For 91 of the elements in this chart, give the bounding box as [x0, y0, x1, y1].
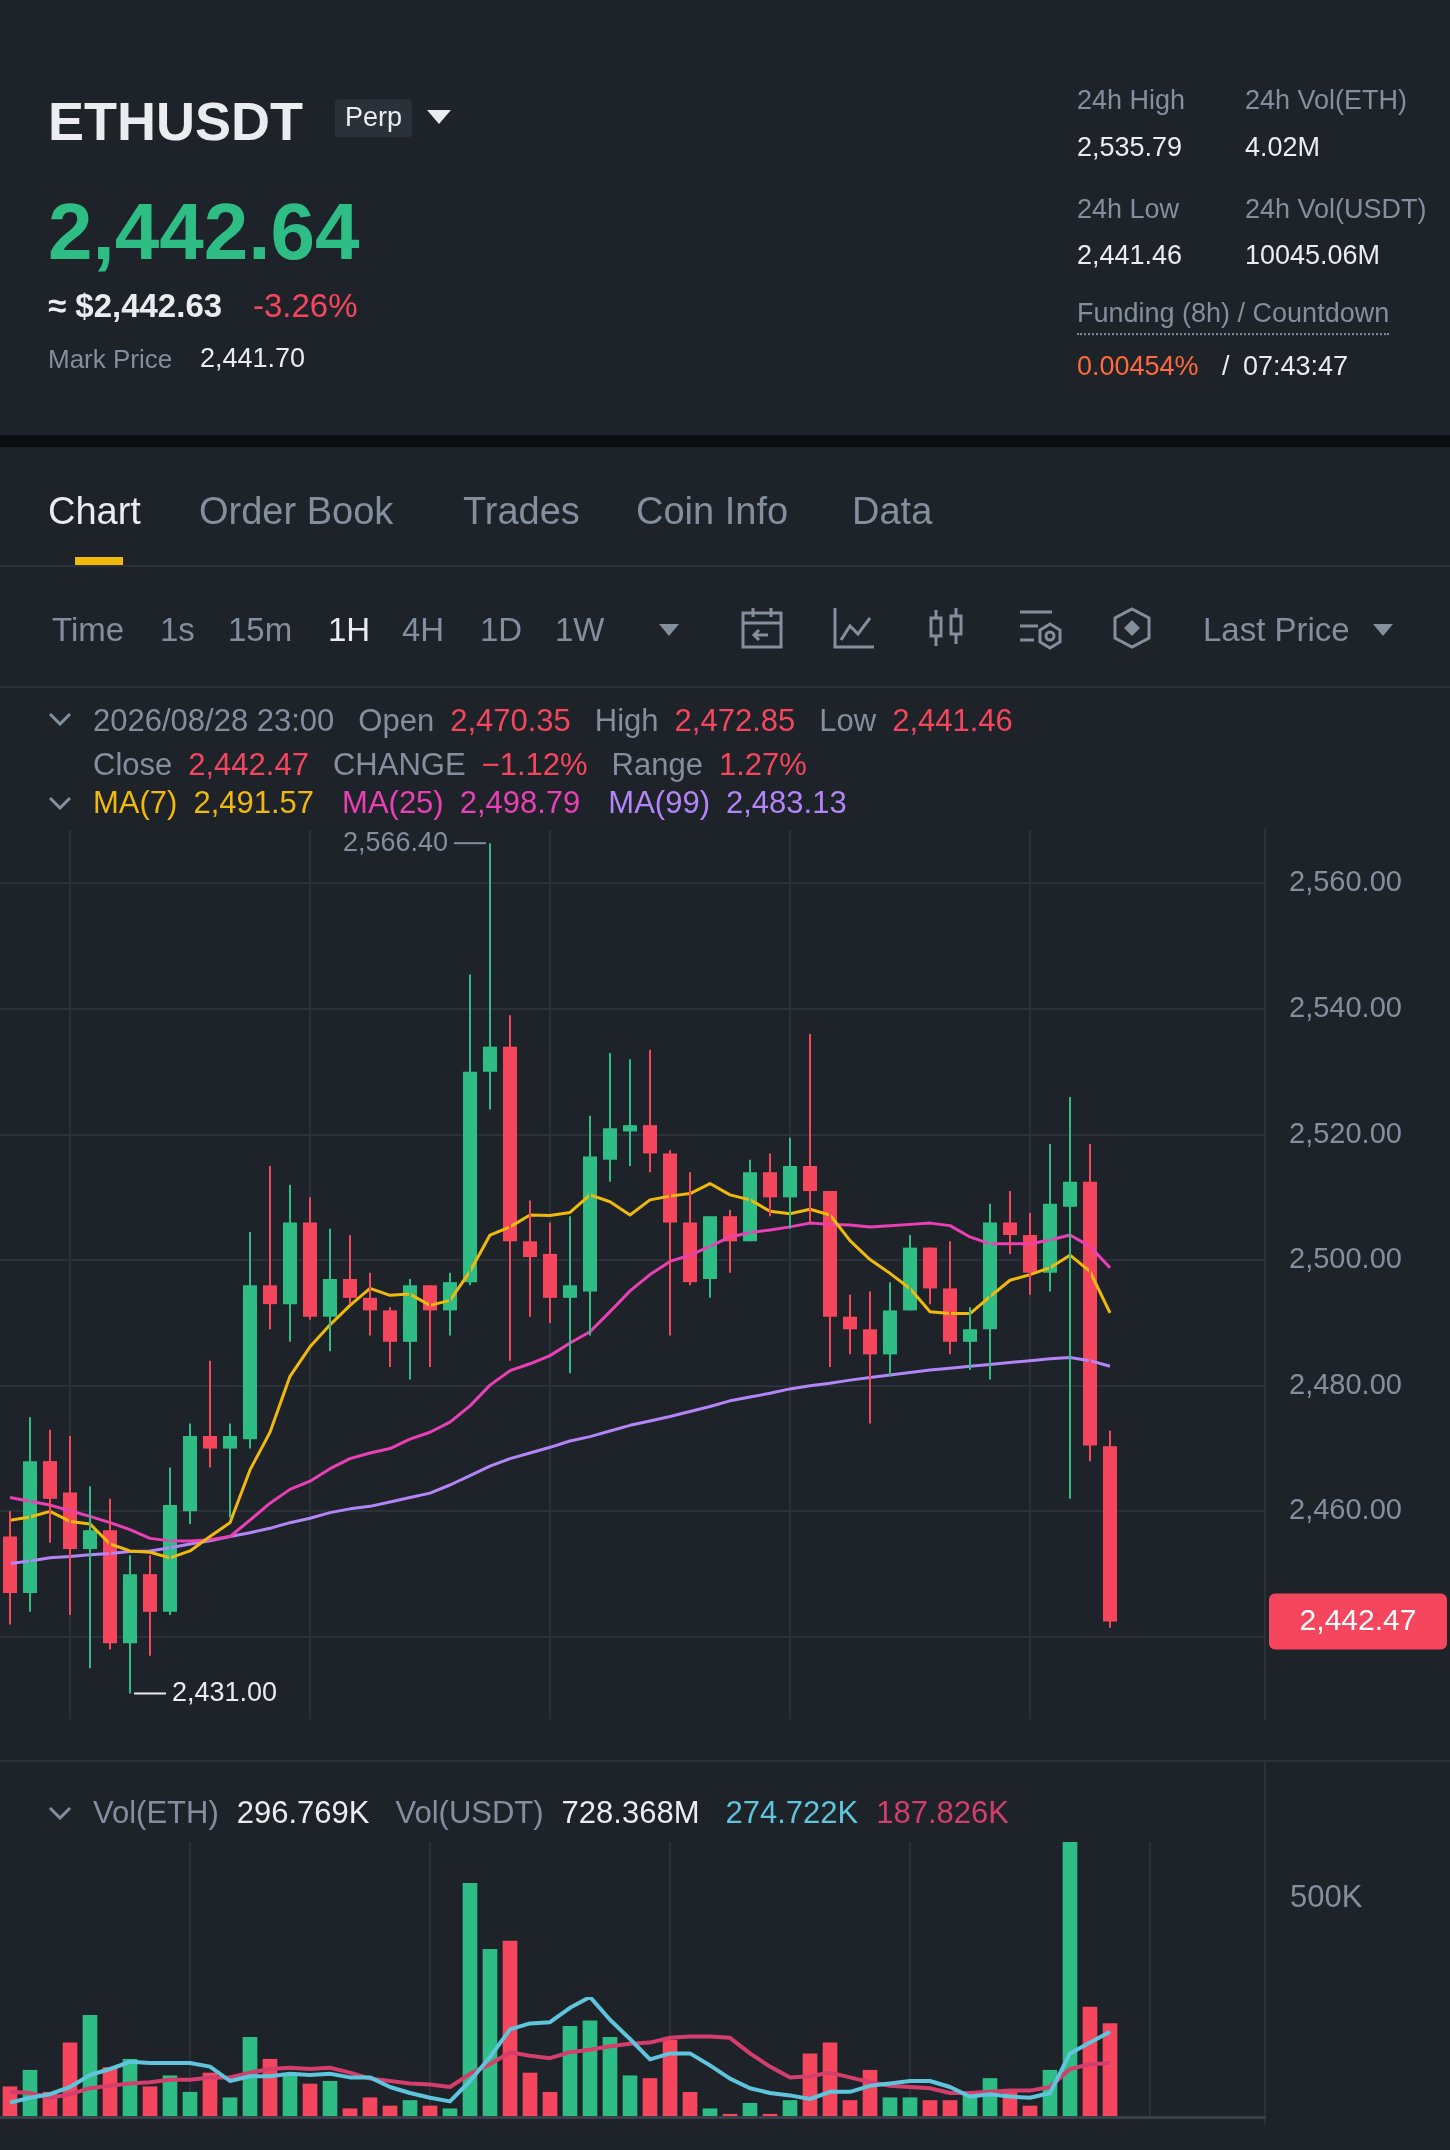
text: −1.12% — [481, 746, 588, 782]
bar — [682, 2091, 698, 2117]
text: Data — [852, 490, 933, 533]
annotation: 2,431.00 — [172, 1676, 278, 1707]
y-tick-label: 2,560.00 — [1289, 865, 1402, 898]
text: 728.368M — [561, 1794, 700, 1830]
text: 0.00454% — [1077, 351, 1199, 382]
text: Trades — [463, 490, 580, 533]
bar — [522, 2072, 538, 2117]
text: MA(7) — [93, 784, 178, 820]
text: Vol(USDT) — [395, 1794, 544, 1830]
y-tick-label: 2,500.00 — [1289, 1242, 1402, 1275]
text: ≈ $2,442.63 — [48, 286, 223, 325]
text: Close — [93, 746, 173, 782]
y-tick-label: 2,460.00 — [1289, 1493, 1402, 1526]
bar — [302, 2083, 318, 2117]
text: Mark Price — [48, 343, 173, 374]
text: Chart — [48, 490, 141, 533]
y-tick-label: 2,540.00 — [1289, 990, 1402, 1023]
text: 1.27% — [718, 746, 807, 782]
text: 24h High — [1077, 85, 1186, 116]
text: High — [594, 702, 659, 738]
text: 10045.06M — [1245, 240, 1381, 271]
bar — [322, 2080, 338, 2117]
text: 15m — [228, 610, 293, 649]
text: -3.26% — [253, 286, 358, 325]
bar — [362, 2097, 378, 2117]
annotation: 2,566.40 — [342, 826, 448, 857]
bar — [782, 2100, 798, 2117]
bar — [182, 2091, 198, 2117]
text: 1s — [160, 610, 195, 649]
text: Range — [611, 746, 703, 782]
text: 24h Vol(ETH) — [1245, 85, 1408, 116]
text: 2,535.79 — [1077, 132, 1183, 163]
text: ETHUSDT — [48, 91, 303, 152]
text: 2,483.13 — [725, 784, 847, 820]
text: Time — [52, 610, 125, 649]
bar — [1102, 2023, 1118, 2117]
bar — [642, 2078, 658, 2117]
text: 1W — [555, 610, 605, 649]
text: 2,441.70 — [200, 343, 306, 374]
text: 2,498.79 — [459, 784, 581, 820]
text: 4.02M — [1245, 132, 1321, 163]
text: Vol(ETH) — [93, 1794, 219, 1830]
bar — [622, 2075, 638, 2117]
text: 296.769K — [236, 1794, 370, 1830]
text: 1H — [328, 610, 371, 649]
text: MA(99) — [608, 784, 710, 820]
text: 500K — [1290, 1878, 1363, 1914]
text: 1D — [480, 610, 523, 649]
bar — [222, 2097, 238, 2117]
bar — [882, 2097, 898, 2117]
text: 2,491.57 — [193, 784, 315, 820]
text: 187.826K — [876, 1794, 1010, 1830]
text: Perp — [335, 99, 413, 137]
text: Coin Info — [636, 490, 789, 533]
text: 24h Low — [1077, 194, 1180, 225]
text: Low — [819, 702, 877, 738]
text: 4H — [402, 610, 445, 649]
bar — [542, 2091, 558, 2117]
bar — [142, 2086, 158, 2117]
text: 24h Vol(USDT) — [1245, 194, 1427, 225]
bar — [842, 2100, 858, 2117]
text: Last Price — [1203, 610, 1350, 649]
text: 2026/08/28 23:00 — [93, 702, 335, 738]
text: 07:43:47 — [1243, 351, 1349, 382]
text: Order Book — [199, 490, 394, 533]
bar — [1062, 1842, 1078, 2117]
text: 2,470.35 — [450, 702, 571, 738]
bar — [942, 2100, 958, 2117]
text: 2,442.47 — [1299, 1602, 1417, 1636]
text: Open — [358, 702, 435, 738]
bar — [922, 2100, 938, 2117]
y-tick-label: 2,480.00 — [1289, 1367, 1402, 1400]
text: 2,472.85 — [674, 702, 796, 738]
text: 2,441.46 — [1077, 240, 1183, 271]
text: 274.722K — [725, 1794, 859, 1830]
text: 2,441.46 — [892, 702, 1013, 738]
bar — [562, 2025, 578, 2117]
bar — [282, 2075, 298, 2117]
bar — [582, 2020, 598, 2117]
y-tick-label: 2,520.00 — [1289, 1116, 1402, 1149]
bar — [902, 2097, 918, 2117]
bar — [462, 1882, 478, 2117]
text: Funding (8h) / Countdown — [1077, 298, 1390, 335]
text: 2,442.47 — [188, 746, 309, 782]
text: 2,442.64 — [48, 187, 360, 276]
text: CHANGE — [332, 746, 466, 782]
text: MA(25) — [342, 784, 444, 820]
bar — [402, 2100, 418, 2117]
text: / — [1222, 351, 1230, 382]
